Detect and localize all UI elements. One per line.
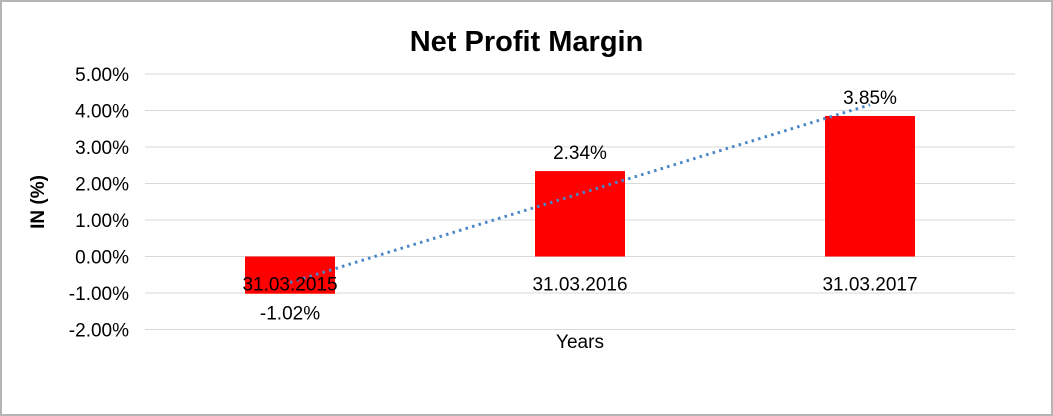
trendline [289, 103, 871, 284]
bar-31.03.2015 [245, 256, 335, 294]
y-tick-label: 3.00% [75, 138, 129, 159]
y-tick-label: -1.00% [69, 284, 129, 305]
data-label: -1.02% [260, 304, 320, 325]
data-label: 3.85% [843, 88, 897, 109]
x-category-label: 31.03.2016 [532, 275, 627, 296]
bar-31.03.2016 [535, 171, 625, 257]
chart-title: Net Profit Margin [409, 26, 644, 58]
y-tick-label: 1.00% [75, 211, 129, 232]
y-tick-label: -2.00% [69, 321, 129, 342]
bar-31.03.2017 [825, 115, 915, 257]
data-label: 2.34% [553, 143, 607, 164]
y-tick-label: 5.00% [75, 65, 129, 86]
y-tick-label: 2.00% [75, 175, 129, 196]
x-category-label: 31.03.2017 [822, 275, 917, 296]
y-axis-title: IN (%) [28, 175, 49, 229]
y-tick-label: 4.00% [75, 102, 129, 123]
y-tick-label: 0.00% [75, 248, 129, 269]
x-category-label: 31.03.2015 [242, 275, 337, 296]
x-axis-title: Years [556, 332, 604, 353]
